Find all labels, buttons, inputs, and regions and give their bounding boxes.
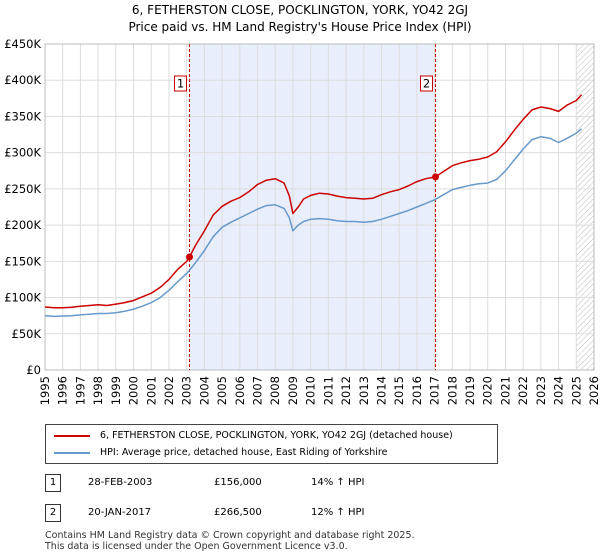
- x-tick-label: 2000: [127, 376, 141, 405]
- sale-label-box-2: [419, 75, 433, 92]
- x-tick-label: 1997: [73, 376, 87, 405]
- x-tick-label: 2018: [445, 376, 459, 405]
- sale-price-2: £266,500: [214, 507, 262, 518]
- x-tick-label: 2005: [215, 376, 229, 405]
- x-tick-label: 2012: [339, 376, 353, 405]
- x-tick-label: 2003: [180, 376, 194, 405]
- x-tick-label: 2006: [233, 376, 247, 405]
- x-tick-label: 2010: [304, 376, 318, 405]
- sale-label-2: 2: [423, 77, 430, 91]
- y-tick-label: £350K: [4, 109, 41, 123]
- footer-line-1: Contains HM Land Registry data © Crown c…: [45, 530, 415, 541]
- x-tick-label: 2025: [569, 376, 583, 405]
- x-tick-label: 2024: [552, 376, 566, 405]
- x-tick-label: 2022: [516, 376, 530, 405]
- x-tick-label: 1999: [109, 376, 123, 405]
- sale-marker-2: 2: [45, 504, 61, 522]
- y-tick-label: £150K: [4, 254, 41, 268]
- x-tick-label: 2011: [321, 376, 335, 405]
- footer: Contains HM Land Registry data © Crown c…: [45, 530, 415, 552]
- y-tick-label: £0: [26, 363, 41, 377]
- y-tick-label: £450K: [4, 37, 41, 51]
- chart-title: 6, FETHERSTON CLOSE, POCKLINGTON, YORK, …: [0, 2, 600, 36]
- y-tick-label: £400K: [4, 73, 41, 87]
- plot-border: [44, 43, 595, 371]
- x-tick-label: 1996: [56, 376, 70, 405]
- x-tick-label: 2002: [162, 376, 176, 405]
- x-tick-label: 1998: [91, 376, 105, 405]
- legend-line-hpi: [54, 452, 90, 454]
- x-tick-label: 2013: [357, 376, 371, 405]
- y-tick-label: £50K: [12, 327, 42, 341]
- title-line-2: Price paid vs. HM Land Registry's House …: [128, 20, 472, 34]
- sale-point-2: [431, 173, 439, 181]
- sale-date-1: 28-FEB-2003: [88, 477, 153, 488]
- forecast-hatch: [576, 44, 594, 370]
- x-tick-label: 2023: [534, 376, 548, 405]
- legend-line-property: [54, 435, 90, 437]
- legend-label-property: 6, FETHERSTON CLOSE, POCKLINGTON, YORK, …: [100, 430, 453, 441]
- x-tick-label: 2017: [428, 376, 442, 405]
- x-tick-label: 1995: [38, 376, 52, 405]
- sale-hpi-1: 14% ↑ HPI: [311, 477, 365, 488]
- legend-label-hpi: HPI: Average price, detached house, East…: [100, 447, 388, 458]
- sale-period-shading: [189, 44, 436, 370]
- y-tick-label: £200K: [4, 218, 41, 232]
- footer-line-2: This data is licensed under the Open Gov…: [45, 541, 348, 552]
- y-tick-label: £100K: [4, 291, 41, 305]
- x-tick-label: 2026: [587, 376, 600, 405]
- sale-label-box-1: [174, 75, 188, 92]
- series-line-property: [44, 94, 583, 309]
- sale-point-1: [186, 253, 194, 261]
- sale-label-1: 1: [177, 77, 184, 91]
- y-tick-label: £250K: [4, 182, 41, 196]
- x-tick-label: 2007: [251, 376, 265, 405]
- legend: 6, FETHERSTON CLOSE, POCKLINGTON, YORK, …: [45, 424, 498, 464]
- x-tick-label: 2008: [268, 376, 282, 405]
- series-line-hpi: [44, 128, 583, 318]
- y-tick-label: £300K: [4, 146, 41, 160]
- sale-date-2: 20-JAN-2017: [88, 507, 152, 518]
- x-tick-label: 2004: [197, 376, 211, 405]
- x-tick-label: 2014: [374, 376, 388, 405]
- sale-price-1: £156,000: [214, 477, 262, 488]
- x-tick-label: 2021: [498, 376, 512, 405]
- x-tick-label: 2001: [144, 376, 158, 405]
- title-line-1: 6, FETHERSTON CLOSE, POCKLINGTON, YORK, …: [131, 3, 469, 17]
- x-tick-label: 2016: [410, 376, 424, 405]
- x-tick-label: 2015: [392, 376, 406, 405]
- price-chart: 1 2 £0 £50K £100K £150K £200K £250K £300K £350K £4…: [4, 37, 600, 405]
- sale-marker-1: 1: [45, 474, 61, 492]
- sale-hpi-2: 12% ↑ HPI: [311, 507, 365, 518]
- x-tick-label: 2020: [481, 376, 495, 405]
- x-tick-label: 2019: [463, 376, 477, 405]
- x-tick-label: 2009: [286, 376, 300, 405]
